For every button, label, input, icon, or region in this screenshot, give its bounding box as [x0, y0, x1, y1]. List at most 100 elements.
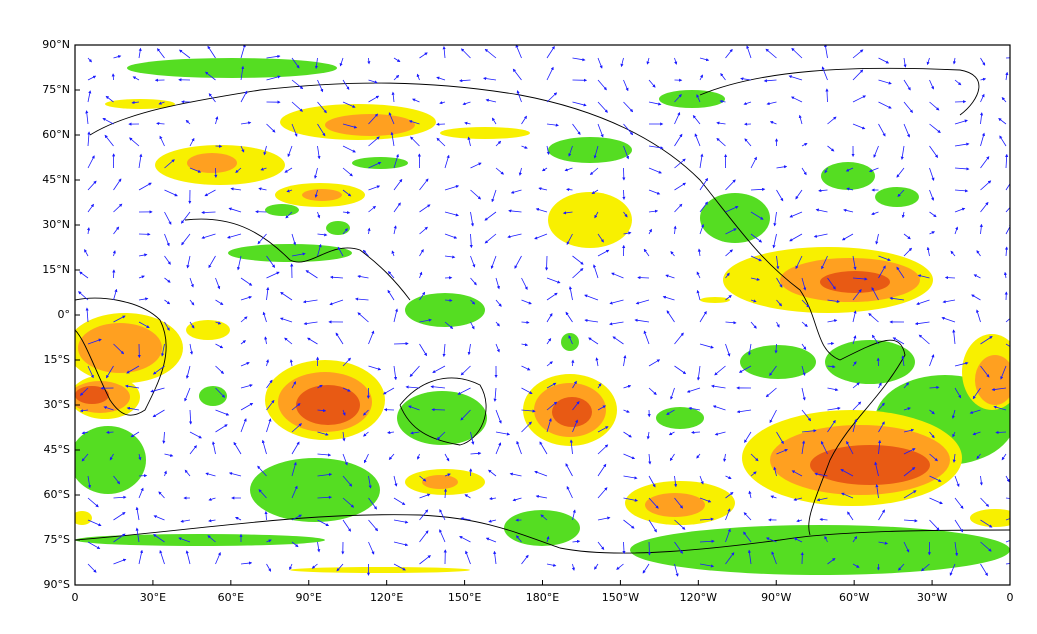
wind-arrow — [470, 277, 477, 286]
wind-arrow — [368, 519, 379, 532]
wind-arrow — [699, 475, 704, 485]
wind-arrow — [105, 95, 114, 103]
wind-arrow — [816, 497, 828, 502]
wind-arrow — [482, 76, 497, 81]
wind-arrow — [459, 536, 471, 543]
wind-arrow — [444, 321, 454, 329]
wind-arrow — [317, 472, 333, 477]
wind-arrow — [765, 537, 777, 543]
wind-arrow — [240, 277, 253, 286]
wind-arrow — [240, 121, 252, 125]
wind-arrow — [215, 116, 219, 125]
wind-arrow — [162, 431, 166, 444]
wind-arrow — [495, 343, 500, 353]
wind-arrow — [566, 486, 573, 499]
wind-arrow — [674, 563, 679, 577]
x-tick-label: 90°W — [761, 591, 791, 604]
wind-arrow — [929, 79, 934, 90]
wind-arrow — [878, 123, 886, 137]
wind-arrow — [597, 233, 604, 243]
wind-arrow — [674, 541, 683, 554]
wind-arrow — [929, 519, 940, 531]
wind-arrow — [815, 208, 828, 213]
wind-arrow — [189, 277, 194, 288]
wind-arrow — [896, 266, 905, 279]
wind-arrow — [419, 318, 432, 323]
wind-arrow — [363, 453, 369, 464]
wind-arrow — [113, 178, 122, 191]
wind-arrow — [699, 201, 708, 213]
wind-arrow — [86, 227, 91, 235]
wind-arrow — [485, 537, 497, 543]
wind-arrow — [419, 226, 428, 235]
wind-arrow — [903, 428, 915, 433]
wind-arrow — [852, 401, 862, 411]
wind-arrow — [180, 519, 191, 523]
wind-arrow — [980, 336, 993, 345]
wind-arrow — [228, 207, 242, 213]
wind-arrow — [240, 402, 254, 411]
wind-arrow — [439, 101, 446, 105]
wind-arrow — [539, 441, 548, 455]
wind-arrow — [495, 442, 502, 455]
wind-arrow — [342, 210, 351, 215]
wind-arrow — [699, 563, 715, 568]
wind-arrow — [801, 343, 807, 350]
wind-arrow — [342, 101, 356, 108]
wind-arrow — [670, 250, 675, 257]
wind-arrow — [827, 116, 837, 125]
wind-arrow — [215, 387, 226, 398]
wind-arrow — [368, 365, 382, 371]
wind-arrow — [153, 515, 165, 521]
wind-arrow — [393, 563, 406, 571]
wind-arrow — [184, 387, 191, 402]
wind-arrow — [291, 541, 299, 548]
wind-arrow — [135, 527, 140, 543]
wind-arrow — [236, 255, 242, 271]
wind-arrow — [266, 75, 281, 81]
wind-arrow — [743, 531, 752, 543]
wind-arrow — [444, 154, 450, 169]
wind-arrow — [189, 167, 202, 173]
wind-arrow — [367, 57, 371, 65]
wind-arrow — [572, 401, 580, 411]
wind-arrow — [419, 52, 428, 59]
wind-arrow — [485, 98, 497, 103]
wind-arrow — [419, 343, 427, 357]
wind-arrow — [699, 497, 712, 503]
wind-arrow — [723, 453, 727, 463]
wind-arrow — [393, 225, 397, 235]
wind-arrow — [903, 57, 907, 68]
wind-arrow — [827, 558, 836, 565]
wind-arrow — [335, 332, 344, 345]
wind-arrow — [648, 209, 659, 213]
wind-arrow — [342, 453, 348, 466]
wind-arrow — [368, 95, 380, 103]
wind-arrow — [314, 189, 318, 198]
wind-arrow — [408, 405, 420, 411]
wind-arrow — [178, 537, 191, 543]
wind-arrow — [126, 406, 140, 411]
wind-arrow — [1005, 343, 1010, 348]
wind-arrow — [789, 233, 803, 242]
wind-arrow — [597, 487, 608, 499]
wind-arrow — [562, 211, 573, 215]
wind-arrow — [620, 57, 624, 68]
wind-arrow — [827, 365, 836, 369]
wind-arrow — [699, 223, 704, 235]
wind-arrow — [291, 57, 300, 69]
wind-arrow — [81, 453, 89, 462]
wind-arrow — [201, 233, 216, 239]
x-tick-label: 90°E — [296, 591, 322, 604]
wind-arrow — [929, 453, 938, 462]
wind-arrow — [588, 337, 599, 345]
wind-arrow — [769, 409, 777, 424]
wind-arrow — [976, 309, 981, 323]
wind-arrow — [412, 98, 420, 103]
wind-arrow — [972, 431, 981, 436]
wind-arrow — [926, 246, 930, 257]
wind-arrow — [597, 541, 605, 551]
wind-arrow — [776, 449, 788, 455]
wind-arrow — [750, 277, 761, 281]
wind-arrow — [261, 439, 267, 455]
